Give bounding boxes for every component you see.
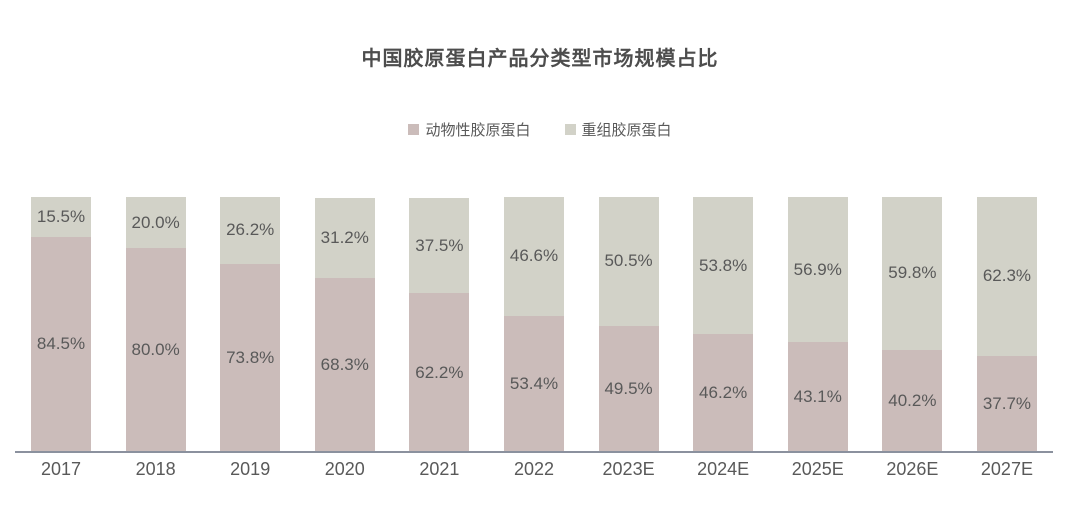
bar-segment: 53.4%	[503, 315, 564, 452]
bar-segment: 49.5%	[598, 325, 659, 452]
x-axis-label: 2021	[419, 459, 460, 479]
bar-segment: 68.3%	[314, 277, 375, 452]
stacked-bar: 62.3% 37.7%	[976, 197, 1037, 452]
x-axis-label: 2027E	[980, 459, 1033, 479]
chart-legend: 动物性胶原蛋白 重组胶原蛋白	[0, 119, 1080, 140]
x-axis-label: 2018	[135, 459, 176, 479]
data-label: 15.5%	[36, 206, 86, 226]
data-label: 26.2%	[226, 220, 275, 240]
bar-segment: 80.0%	[125, 248, 186, 452]
bar-segment: 84.5%	[31, 236, 91, 452]
bar-segment: 37.7%	[976, 355, 1037, 452]
x-axis-label: 2025E	[791, 459, 844, 479]
legend-label: 重组胶原蛋白	[581, 122, 672, 139]
stacked-bar: 15.5% 84.5%	[31, 197, 91, 452]
data-label: 46.6%	[509, 246, 559, 266]
chart-title: 中国胶原蛋白产品分类型市场规模占比	[361, 48, 719, 70]
plot-area: 15.5% 84.5% 20.0% 80.0% 26.2% 73.8% 31.2% 68.3%…	[31, 197, 1037, 452]
x-axis-label: 2022	[513, 459, 554, 479]
bar-segment: 50.5%	[598, 197, 659, 326]
bar-segment: 56.9%	[787, 197, 848, 343]
bar-segment: 62.2%	[409, 293, 470, 452]
data-label: 53.8%	[699, 255, 748, 275]
bar-segment: 31.2%	[314, 198, 375, 278]
stacked-bar: 59.8% 40.2%	[882, 197, 943, 452]
x-axis-label: 2026E	[886, 459, 939, 479]
x-axis-label: 2017	[40, 459, 82, 479]
x-axis-label: 2024E	[697, 459, 750, 479]
data-label: 40.2%	[888, 390, 937, 410]
stacked-bar: 46.6% 53.4%	[503, 197, 564, 452]
data-label: 62.2%	[415, 362, 464, 382]
data-label: 49.5%	[604, 378, 653, 398]
bar-segment: 53.8%	[693, 197, 754, 335]
stacked-bar: 37.5% 62.2%	[409, 197, 470, 452]
data-label: 68.3%	[320, 354, 369, 374]
legend-item: 动物性胶原蛋白	[408, 119, 531, 140]
data-label: 37.5%	[415, 235, 464, 255]
data-label: 20.0%	[131, 212, 180, 232]
bar-segment: 46.6%	[503, 197, 564, 316]
data-label: 59.8%	[888, 263, 937, 283]
data-label: 80.0%	[131, 340, 180, 359]
x-axis-label: 2023E	[602, 459, 655, 479]
bar-segment: 73.8%	[220, 263, 281, 452]
data-label: 37.7%	[982, 393, 1032, 413]
stacked-bar: 31.2% 68.3%	[314, 197, 375, 452]
stacked-bar: 50.5% 49.5%	[598, 197, 659, 452]
x-axis-label: 2019	[230, 459, 271, 479]
data-label: 84.5%	[36, 334, 86, 354]
data-label: 73.8%	[226, 347, 275, 367]
stacked-bar: 56.9% 43.1%	[787, 197, 848, 452]
bar-segment: 37.5%	[409, 197, 470, 294]
data-label: 46.2%	[699, 383, 748, 403]
bar-segment: 26.2%	[220, 197, 281, 264]
bar-segment: 59.8%	[882, 197, 943, 350]
data-label: 50.5%	[604, 251, 653, 271]
data-label: 56.9%	[793, 259, 842, 279]
bar-segment: 40.2%	[882, 349, 943, 452]
data-label: 43.1%	[793, 387, 842, 407]
legend-item: 重组胶原蛋白	[564, 119, 672, 140]
stacked-bar: 20.0% 80.0%	[125, 197, 186, 452]
x-axis-labels: 2017 2018 2019 2020 2021 2022 2023E 2024E 2025E 2…	[31, 459, 1037, 480]
stacked-bar: 53.8% 46.2%	[693, 197, 754, 452]
x-axis-line	[15, 451, 1053, 453]
legend-swatch-icon	[564, 124, 576, 135]
legend-label: 动物性胶原蛋白	[425, 122, 531, 139]
bar-segment: 62.3%	[976, 197, 1037, 356]
bar-segment: 43.1%	[787, 342, 848, 452]
bar-segment: 15.5%	[31, 197, 91, 237]
data-label: 62.3%	[982, 266, 1032, 286]
data-label: 31.2%	[320, 228, 369, 248]
x-axis-label: 2020	[324, 459, 365, 479]
bar-segment: 46.2%	[693, 334, 754, 452]
legend-swatch-icon	[408, 124, 420, 135]
bar-segment: 20.0%	[125, 197, 186, 248]
stacked-bar: 26.2% 73.8%	[220, 197, 281, 452]
data-label: 53.4%	[509, 373, 559, 393]
